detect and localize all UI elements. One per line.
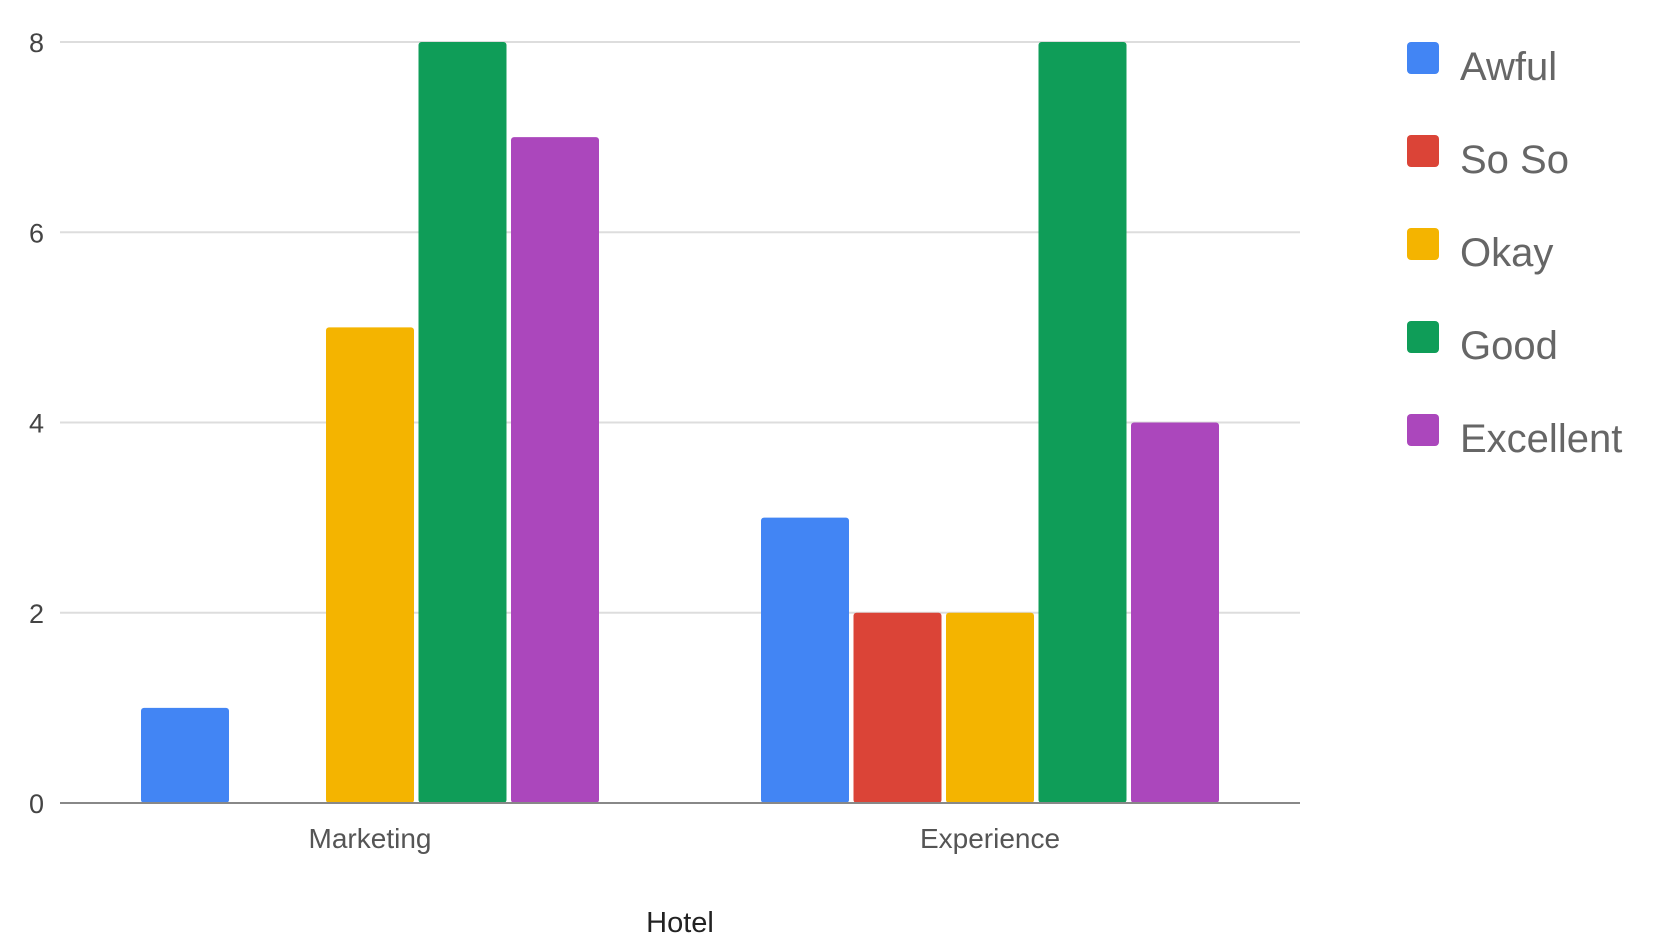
y-tick-label: 0 xyxy=(29,789,44,819)
legend-swatch xyxy=(1407,228,1439,260)
bar-okay-marketing xyxy=(326,327,414,803)
y-tick-label: 4 xyxy=(29,409,44,439)
y-axis-ticks: 0 2 4 6 8 xyxy=(29,28,44,819)
bar-awful-experience xyxy=(761,517,849,803)
bar-excellent-marketing xyxy=(511,137,599,803)
legend-item-excellent: Excellent xyxy=(1407,414,1622,461)
y-tick-label: 6 xyxy=(29,218,44,248)
legend-swatch xyxy=(1407,42,1439,74)
bar-so-so-experience xyxy=(853,612,942,803)
x-tick-label: Experience xyxy=(920,823,1060,854)
legend-label: So So xyxy=(1460,138,1569,182)
bar-good-experience xyxy=(1038,42,1127,803)
x-tick-label: Marketing xyxy=(309,823,432,854)
y-tick-label: 8 xyxy=(29,28,44,58)
bar-okay-experience xyxy=(946,612,1034,803)
legend-label: Good xyxy=(1460,324,1558,368)
bar-excellent-experience xyxy=(1131,422,1219,803)
x-axis-ticks: Marketing Experience xyxy=(309,823,1061,854)
bar-good-marketing xyxy=(418,42,507,803)
legend-label: Okay xyxy=(1460,231,1553,275)
legend-label: Awful xyxy=(1460,45,1557,89)
legend-item-good: Good xyxy=(1407,321,1558,368)
legend-swatch xyxy=(1407,321,1439,353)
x-axis-title: Hotel xyxy=(646,907,714,939)
legend: Awful So So Okay Good Excellent xyxy=(1407,42,1622,461)
legend-item-so-so: So So xyxy=(1407,135,1569,182)
bar-awful-marketing xyxy=(141,707,229,803)
legend-label: Excellent xyxy=(1460,417,1622,461)
legend-item-awful: Awful xyxy=(1407,42,1557,89)
legend-swatch xyxy=(1407,414,1439,446)
y-tick-label: 2 xyxy=(29,599,44,629)
legend-swatch xyxy=(1407,135,1439,167)
bars xyxy=(141,42,1219,803)
legend-item-okay: Okay xyxy=(1407,228,1553,275)
